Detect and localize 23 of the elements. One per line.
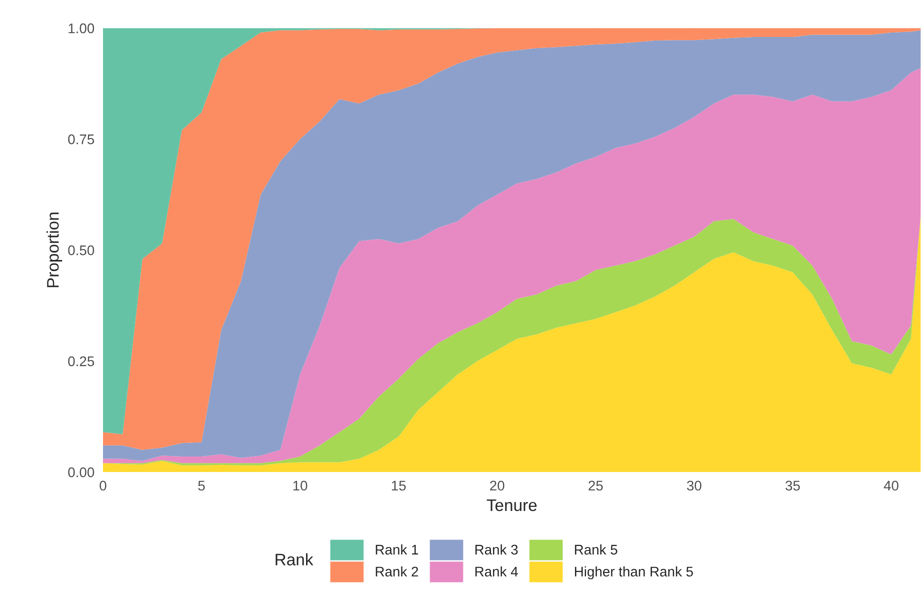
x-tick-label: 30	[686, 480, 702, 491]
x-tick-label: 40	[884, 480, 898, 491]
y-tick-label: 0.75	[68, 134, 94, 144]
y-axis-title: Proportion	[46, 212, 62, 288]
x-tick-label: 0	[100, 480, 106, 491]
x-tick-label: 15	[392, 480, 406, 491]
x-tick-label: 20	[490, 480, 504, 491]
x-tick-label: 5	[198, 480, 205, 491]
y-tick-label: 0.50	[68, 245, 94, 256]
y-tick-label: 0.25	[68, 356, 94, 366]
y-tick-label: 1.00	[68, 23, 94, 34]
legend-label: Rank 3	[475, 544, 518, 555]
x-axis-title: Tenure	[486, 499, 537, 512]
y-tick-label: 0.00	[68, 467, 94, 478]
legend-label: Rank 4	[475, 566, 518, 577]
legend-label: Rank 1	[376, 544, 418, 555]
x-tick-label: 35	[786, 480, 800, 491]
legend-label: Rank 5	[574, 544, 618, 555]
legend-title: Rank	[276, 553, 314, 566]
x-tick-label: 25	[588, 480, 603, 491]
legend-label: Higher than Rank 5	[574, 566, 693, 580]
x-tick-label: 10	[293, 480, 308, 491]
legend-label: Rank 2	[376, 566, 418, 577]
